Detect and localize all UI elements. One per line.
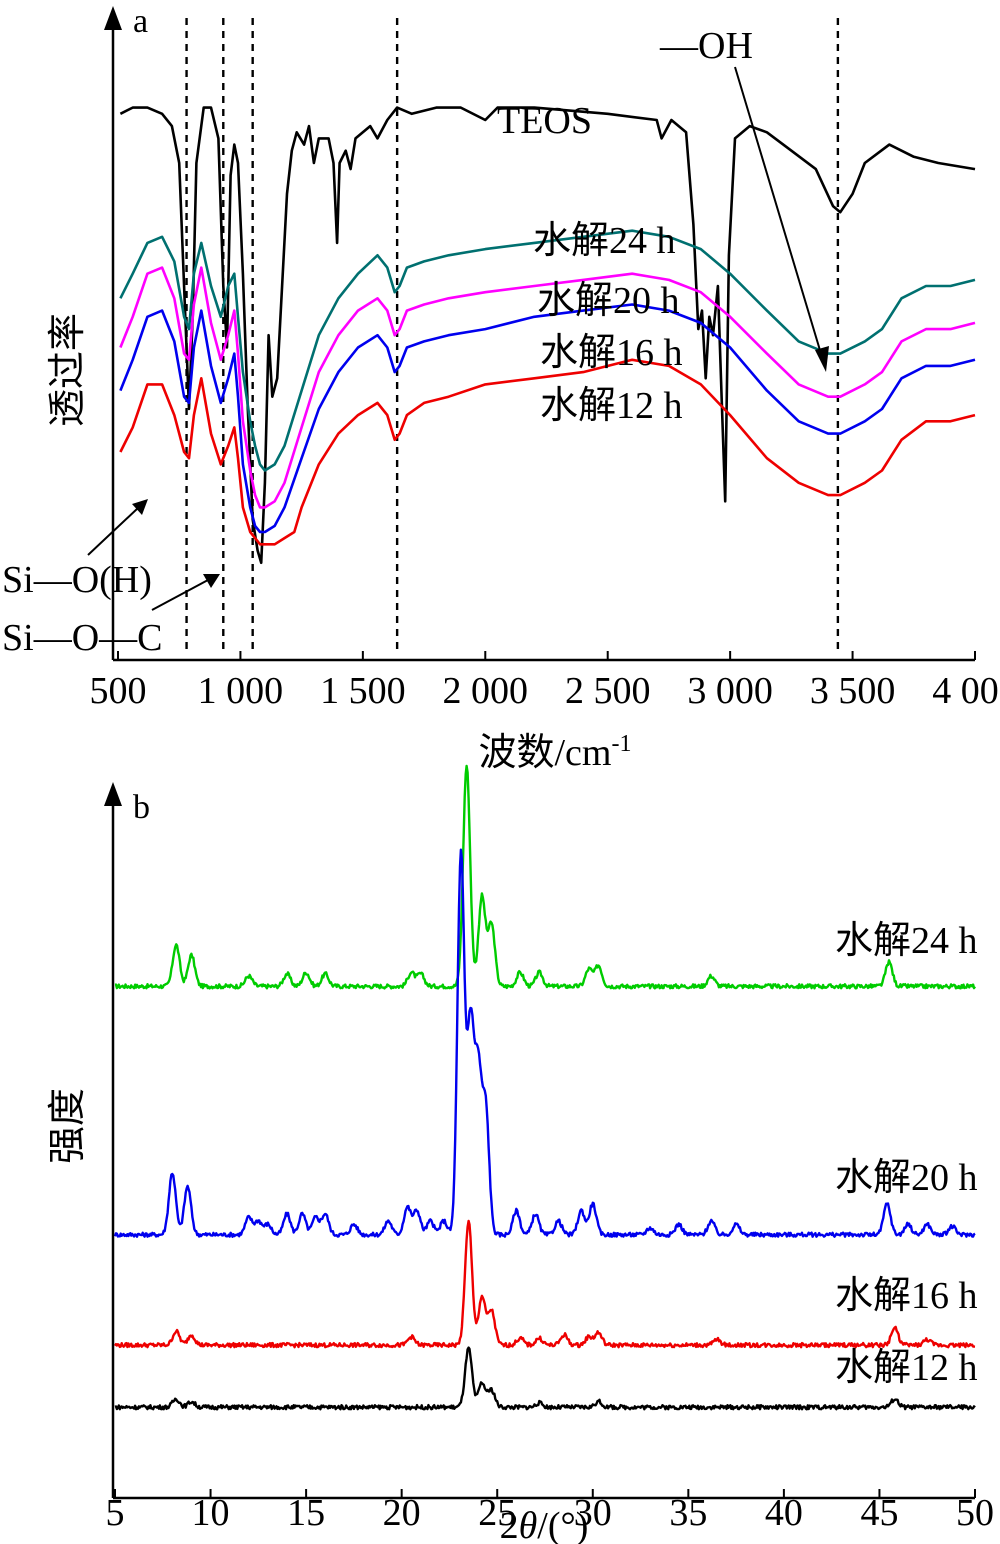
xrd-x-tick-label: 45 [860, 1492, 898, 1534]
xrd-series-label: 水解24 h [835, 920, 978, 962]
xrd-x-axis-title: 2θ/(°) [500, 1505, 589, 1544]
ftir-annotations: TEOS —OH Si—O(H) Si—O—C [2, 25, 829, 659]
xrd-x-tick-label: 25 [478, 1492, 516, 1534]
xrd-panel: 5 10 15 20 25 30 35 40 45 50 b 强度 2θ/(°) 水解24 h水解… [47, 764, 994, 1544]
xrd-line-series-0 [114, 764, 976, 990]
xrd-y-axis-title: 强度 [47, 1088, 89, 1164]
xrd-series-label: 水解12 h [835, 1347, 978, 1389]
xrd-curves [113, 764, 976, 1411]
xrd-x-tick-label: 15 [287, 1492, 325, 1534]
si-o-c-annotation: Si—O—C [2, 617, 162, 659]
xrd-x-tick-label: 5 [106, 1492, 125, 1534]
ftir-series-label: 水解20 h [537, 280, 680, 322]
ftir-x-tick-label: 500 [90, 670, 147, 712]
ftir-x-tick-label: 3 000 [687, 670, 773, 712]
ftir-series-labels: 水解24 h 水解20 h 水解16 h 水解12 h [533, 220, 683, 427]
xrd-x-tick-label: 40 [765, 1492, 803, 1534]
oh-arrow-line [734, 66, 823, 358]
xrd-line-series-1 [113, 848, 976, 1238]
si-o-c-arrow-line [151, 579, 209, 611]
xrd-series-label: 水解16 h [835, 1275, 978, 1317]
xrd-line-series-2 [113, 1219, 976, 1349]
xrd-axes [104, 782, 975, 1500]
oh-arrow-head [815, 346, 829, 372]
si-o-c-arrow-head [203, 574, 220, 588]
ftir-x-tick-label: 3 500 [810, 670, 896, 712]
xrd-x-ticks: 5 10 15 20 25 30 35 40 45 50 [106, 1489, 994, 1534]
si-oh-arrow-line [87, 507, 139, 556]
ftir-x-tick-label: 1 000 [198, 670, 284, 712]
xrd-x-tick-label: 10 [192, 1492, 230, 1534]
ftir-line-series-4 [119, 358, 976, 546]
ftir-panel-letter: a [133, 3, 148, 40]
xrd-series-labels: 水解24 h 水解20 h 水解16 h 水解12 h [835, 920, 978, 1389]
xrd-series-label: 水解20 h [835, 1157, 978, 1199]
xrd-panel-letter: b [133, 789, 150, 826]
xrd-x-tick-label: 35 [669, 1492, 707, 1534]
teos-annotation: TEOS [497, 100, 592, 142]
oh-annotation: —OH [659, 25, 753, 67]
xrd-x-tick-label: 20 [383, 1492, 421, 1534]
ftir-y-axis-title: 透过率 [47, 313, 89, 427]
si-oh-annotation: Si—O(H) [2, 559, 152, 601]
xrd-line-series-3 [114, 1346, 976, 1411]
ftir-line-series-2 [119, 266, 976, 509]
ftir-panel: 500 1 000 1 500 2 000 2 500 3 000 3 500 4 000 a… [2, 3, 1000, 774]
xrd-y-axis-arrow [104, 782, 122, 806]
ftir-axes [104, 6, 975, 662]
ftir-y-axis-arrow [104, 6, 122, 30]
ftir-series-label: 水解24 h [533, 220, 676, 262]
ftir-x-tick-label: 4 000 [932, 670, 1000, 712]
ftir-series-label: 水解16 h [540, 332, 683, 374]
ftir-x-ticks: 500 1 000 1 500 2 000 2 500 3 000 3 500 4 000 [90, 651, 1000, 712]
ftir-x-tick-label: 1 500 [320, 670, 406, 712]
ftir-series-label: 水解12 h [540, 385, 683, 427]
xrd-x-tick-label: 50 [956, 1492, 994, 1534]
xrd-x-tick-label: 30 [574, 1492, 612, 1534]
ftir-x-axis-title: 波数/cm-1 [479, 731, 632, 774]
si-oh-arrow-head [132, 499, 148, 515]
ftir-line-series-0 [119, 106, 976, 565]
ftir-curves [119, 106, 976, 565]
ftir-line-series-1 [119, 229, 976, 472]
ftir-x-tick-label: 2 000 [443, 670, 529, 712]
ftir-line-series-3 [119, 303, 976, 534]
ftir-x-tick-label: 2 500 [565, 670, 651, 712]
